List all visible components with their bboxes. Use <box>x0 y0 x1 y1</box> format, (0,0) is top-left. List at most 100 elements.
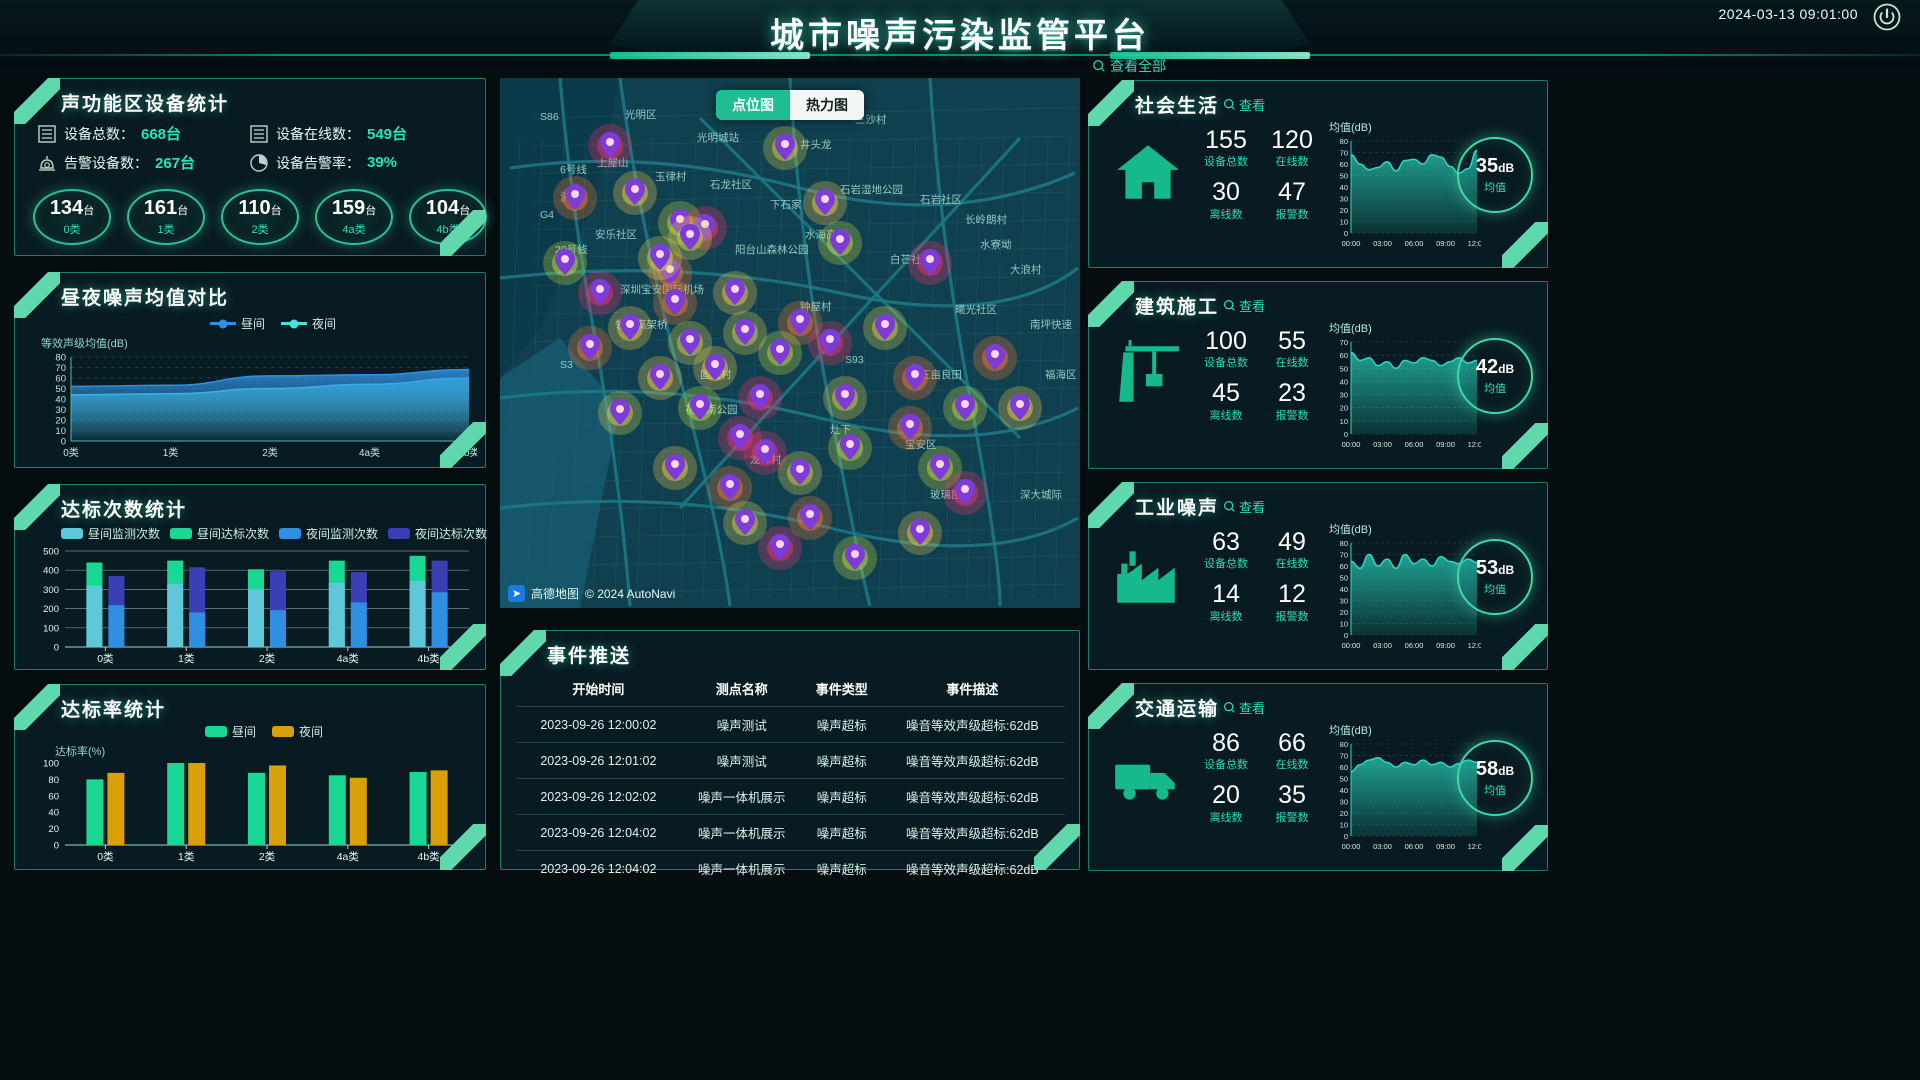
crane-icon <box>1119 340 1179 402</box>
legend-label: 昼间达标次数 <box>197 527 270 541</box>
device-class-circle-4b类[interactable]: 104台 4b类 <box>409 189 487 245</box>
category-stat-2: 30 离线数 <box>1193 179 1259 227</box>
legend-item-昼间达标次数[interactable]: 昼间达标次数 <box>170 525 269 542</box>
legend-item-昼间监测次数[interactable]: 昼间监测次数 <box>61 525 160 542</box>
event-table: 开始时间 测点名称 事件类型 事件描述 2023-09-26 12:00:02 噪声测试… <box>517 673 1065 886</box>
device-kpi-value: 267台 <box>155 155 196 172</box>
category-stat-label: 离线数 <box>1209 610 1243 623</box>
svg-text:20: 20 <box>1340 608 1348 617</box>
category-stat-0: 100 设备总数 <box>1193 328 1259 376</box>
table-cell: 噪音等效声级超标:62dB <box>879 814 1065 851</box>
category-stat-value: 23 <box>1278 379 1306 408</box>
svg-text:4b类: 4b类 <box>418 652 441 665</box>
category-stat-3: 47 报警数 <box>1259 179 1325 227</box>
map-container[interactable]: S86光明区虹桥公园光明城站6号线井头龙石龙社区上屋山洪田三沙村玉律村石岩湿地公… <box>500 78 1080 608</box>
device-class-circle-0类[interactable]: 134台 0类 <box>33 189 111 245</box>
event-table-body: 2023-09-26 12:00:02 噪声测试 噪声超标 噪音等效声级超标:62dB… <box>517 706 1065 886</box>
category-chart-wrap: 均值(dB) 0 10 20 30 40 50 60 70 80 00:00 03:00 06:00 0… <box>1329 722 1486 852</box>
category-view-button[interactable]: 查看 <box>1223 497 1265 516</box>
category-panel-industrial: 工业噪声 查看 63 设备总数 49 在线数 14 离线数 12 报警数 均值(… <box>1088 482 1548 670</box>
svg-text:60: 60 <box>1340 763 1348 772</box>
category-chart-title: 均值(dB) <box>1329 524 1372 536</box>
svg-text:80: 80 <box>48 775 59 786</box>
svg-text:03:00: 03:00 <box>1373 239 1392 248</box>
legend-item-夜间[interactable]: 夜间 <box>272 723 323 740</box>
event-push-panel: 事件推送 开始时间 测点名称 事件类型 事件描述 2023-09-26 12:00:0… <box>500 630 1080 886</box>
svg-text:灶下: 灶下 <box>830 423 851 436</box>
category-stat-label: 设备总数 <box>1204 558 1248 571</box>
table-row[interactable]: 2023-09-26 12:00:02 噪声测试 噪声超标 噪音等效声级超标:62dB <box>517 706 1065 743</box>
event-col-2: 事件类型 <box>815 682 868 697</box>
category-stat-3: 35 报警数 <box>1259 782 1325 830</box>
svg-text:06:00: 06:00 <box>1405 842 1424 851</box>
table-cell: 噪声超标 <box>803 742 880 779</box>
search-icon <box>1224 99 1235 110</box>
svg-text:40: 40 <box>1340 183 1348 192</box>
map-view-toggle[interactable]: 点位图 热力图 <box>716 90 864 120</box>
category-view-button[interactable]: 查看 <box>1223 698 1265 717</box>
legend-swatch <box>279 528 302 539</box>
table-row[interactable]: 2023-09-26 12:01:02 噪声测试 噪声超标 噪音等效声级超标:62dB <box>517 742 1065 779</box>
legend-item-夜间监测次数[interactable]: 夜间监测次数 <box>279 525 378 542</box>
svg-text:10: 10 <box>1340 417 1348 426</box>
svg-text:阳台山森林公园: 阳台山森林公园 <box>735 243 809 256</box>
category-stat-2: 45 离线数 <box>1193 380 1259 428</box>
table-cell: 噪声一体机展示 <box>679 814 804 851</box>
table-row[interactable]: 2023-09-26 12:04:02 噪声一体机展示 噪声超标 噪音等效声级超标:6… <box>517 850 1065 886</box>
category-view-button[interactable]: 查看 <box>1223 296 1265 315</box>
map-toggle-points[interactable]: 点位图 <box>716 90 790 120</box>
svg-text:钟屋村: 钟屋村 <box>800 300 832 313</box>
table-cell: 噪声超标 <box>803 778 880 815</box>
svg-text:09:00: 09:00 <box>1436 239 1455 248</box>
svg-text:00:00: 00:00 <box>1342 842 1361 851</box>
map-toggle-heat[interactable]: 热力图 <box>790 90 864 120</box>
device-kpi-0: 设备总数： 668台 <box>37 123 249 144</box>
svg-text:60: 60 <box>55 374 66 385</box>
gauge-label: 均值 <box>1484 785 1506 797</box>
header-banner-shape <box>610 0 1310 60</box>
circle-label: 4b类 <box>436 223 460 236</box>
table-row[interactable]: 2023-09-26 12:04:02 噪声一体机展示 噪声超标 噪音等效声级超标:6… <box>517 814 1065 851</box>
svg-text:80: 80 <box>55 353 66 364</box>
svg-text:09:00: 09:00 <box>1436 842 1455 851</box>
legend-item-昼间[interactable]: 昼间 <box>205 723 256 740</box>
svg-text:300: 300 <box>43 585 59 596</box>
panel-corner <box>14 78 48 112</box>
device-class-circle-2类[interactable]: 110台 2类 <box>221 189 299 245</box>
device-class-circle-4a类[interactable]: 159台 4a类 <box>315 189 393 245</box>
device-kpi-label: 设备在线数： <box>276 125 360 142</box>
amap-logo-icon: ➤ <box>508 585 525 602</box>
category-gauge: 42dB 均值 <box>1457 338 1533 414</box>
svg-text:30: 30 <box>1340 195 1348 204</box>
svg-text:井头龙: 井头龙 <box>800 138 832 151</box>
legend-swatch <box>210 322 236 325</box>
category-area-chart: 0 10 20 30 40 50 60 70 80 00:00 03:00 06:00 09:00 12:… <box>1340 539 1487 650</box>
category-stat-value: 45 <box>1212 379 1240 408</box>
circle-value: 159台 <box>331 196 377 219</box>
svg-text:4b类: 4b类 <box>418 850 441 863</box>
event-table-header-row: 开始时间 测点名称 事件类型 事件描述 <box>517 673 1065 707</box>
gauge-label: 均值 <box>1484 584 1506 596</box>
svg-text:200: 200 <box>43 604 59 615</box>
svg-text:00:00: 00:00 <box>1342 239 1361 248</box>
legend-item-夜间达标次数[interactable]: 夜间达标次数 <box>388 525 487 542</box>
svg-text:20: 20 <box>55 416 66 427</box>
svg-text:20: 20 <box>1340 809 1348 818</box>
svg-text:12:00: 12:00 <box>1468 641 1481 650</box>
svg-text:0: 0 <box>1344 631 1348 640</box>
gauge-label: 均值 <box>1484 383 1506 395</box>
table-row[interactable]: 2023-09-26 12:02:02 噪声一体机展示 噪声超标 噪音等效声级超标:6… <box>517 778 1065 815</box>
svg-text:S3: S3 <box>560 359 573 371</box>
view-all-button[interactable]: 查看全部 <box>1092 56 1166 76</box>
table-cell: 2023-09-26 12:04:02 <box>517 850 680 886</box>
map-canvas[interactable]: S86光明区虹桥公园光明城站6号线井头龙石龙社区上屋山洪田三沙村玉律村石岩湿地公… <box>500 78 1080 608</box>
category-view-button[interactable]: 查看 <box>1223 95 1265 114</box>
legend-item-夜间[interactable]: 夜间 <box>281 315 336 332</box>
event-col-1: 测点名称 <box>715 682 768 697</box>
device-class-circle-1类[interactable]: 161台 1类 <box>127 189 205 245</box>
svg-text:09:00: 09:00 <box>1436 641 1455 650</box>
daynight-legend: 昼间 夜间 <box>210 315 336 332</box>
legend-item-昼间[interactable]: 昼间 <box>210 315 265 332</box>
power-icon[interactable] <box>1872 2 1902 32</box>
table-cell: 噪声一体机展示 <box>679 778 804 815</box>
